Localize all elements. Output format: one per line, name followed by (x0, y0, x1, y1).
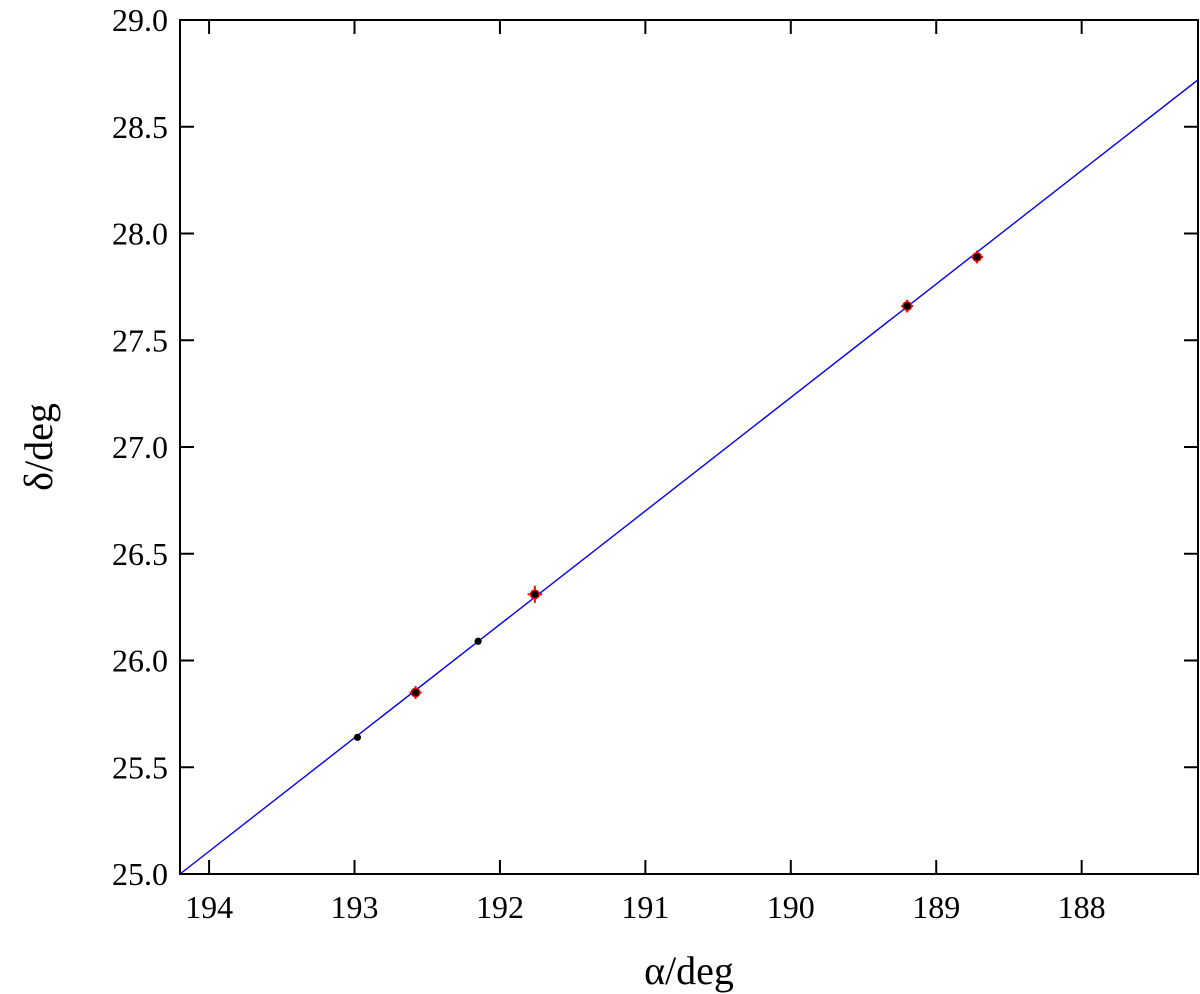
y-tick-label: 25.5 (112, 749, 168, 785)
y-tick-label: 25.0 (112, 856, 168, 892)
x-axis-label: α/deg (644, 948, 734, 993)
y-tick-label: 29.0 (112, 2, 168, 38)
x-tick-label: 193 (331, 889, 379, 925)
y-tick-label: 26.5 (112, 536, 168, 572)
data-point (531, 590, 539, 598)
data-point (474, 637, 482, 645)
fit-line (179, 79, 1199, 875)
x-tick-label: 191 (621, 889, 669, 925)
x-tick-label: 190 (767, 889, 815, 925)
data-point (903, 302, 911, 310)
fit-line-layer (179, 79, 1199, 875)
plot-frame (179, 19, 1199, 875)
y-tick-label: 28.5 (112, 109, 168, 145)
data-point (973, 253, 981, 261)
x-tick-label: 194 (185, 889, 233, 925)
x-tick-label: 192 (476, 889, 524, 925)
tick-layer: 194 193 192 191 190 189 188 25.0 25.5 26.0 26.5 27.… (112, 2, 1198, 925)
y-tick-label: 28.0 (112, 216, 168, 252)
y-tick-label: 27.0 (112, 429, 168, 465)
y-tick-label: 27.5 (112, 322, 168, 358)
data-point (411, 688, 420, 697)
marker-layer (353, 250, 983, 741)
data-point (353, 733, 362, 741)
x-tick-label: 188 (1058, 889, 1106, 925)
y-axis-label: δ/deg (16, 403, 61, 491)
x-tick-label: 189 (912, 889, 960, 925)
y-tick-label: 26.0 (112, 643, 168, 679)
